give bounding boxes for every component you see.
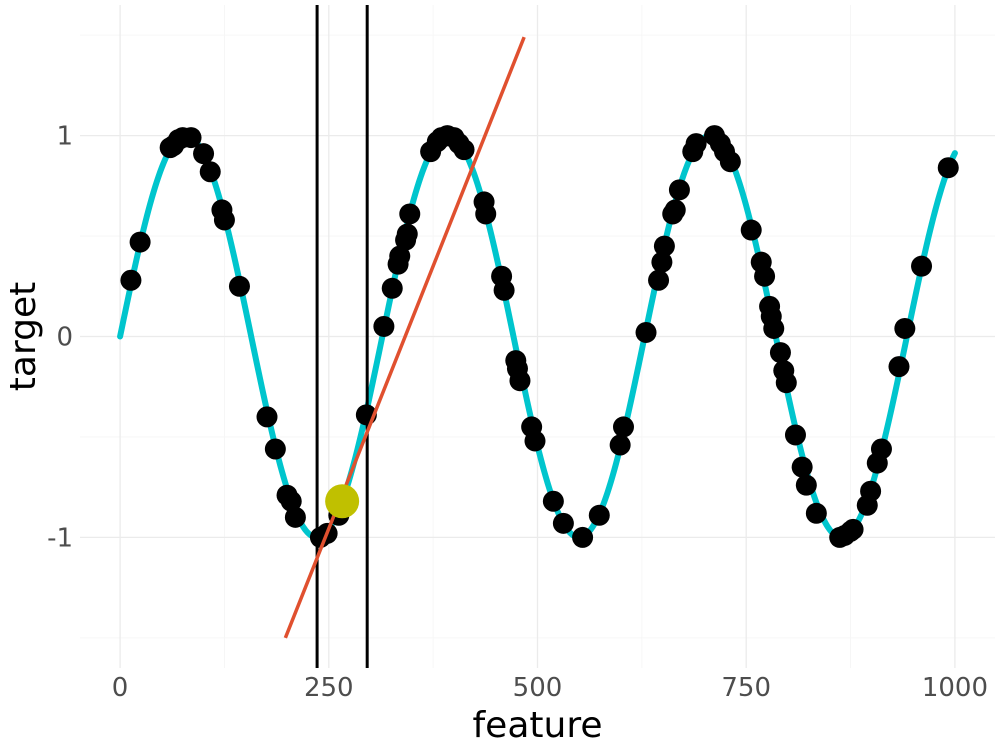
data-point	[373, 315, 395, 337]
data-point	[860, 480, 882, 502]
data-point	[284, 506, 306, 528]
data-point	[612, 416, 634, 438]
x-tick-label: 750	[721, 673, 771, 703]
data-point	[193, 143, 215, 165]
tangent-line	[283, 36, 526, 639]
data-point	[280, 490, 302, 512]
x-tick-label: 500	[513, 673, 563, 703]
data-point	[475, 203, 497, 225]
x-tick-label: 250	[304, 673, 354, 703]
data-point	[199, 161, 221, 183]
data-point	[509, 370, 531, 392]
data-point	[609, 434, 631, 456]
data-point	[894, 317, 916, 339]
data-point	[795, 474, 817, 496]
data-point	[763, 317, 785, 339]
x-tick-label: 0	[112, 673, 129, 703]
data-point	[453, 139, 475, 161]
data-point	[685, 133, 707, 155]
data-point	[635, 321, 657, 343]
data-point	[129, 231, 151, 253]
data-point	[648, 269, 670, 291]
data-point	[493, 279, 515, 301]
data-point	[180, 127, 202, 149]
data-point	[870, 438, 892, 460]
highlight-point	[325, 484, 360, 519]
highlight-layer	[325, 484, 360, 519]
data-point	[228, 275, 250, 297]
data-point	[524, 430, 546, 452]
tick-labels: 0 250 500 750 1000 -1 0 1	[47, 122, 988, 703]
data-point	[911, 255, 933, 277]
data-point	[264, 438, 286, 460]
data-point	[381, 277, 403, 299]
data-point	[389, 245, 411, 267]
data-point	[842, 518, 864, 540]
grid	[80, 5, 995, 668]
data-point	[588, 504, 610, 526]
tangent-line-layer	[283, 36, 526, 639]
x-axis-title: feature	[473, 705, 603, 746]
data-point	[775, 372, 797, 394]
data-point	[784, 424, 806, 446]
y-tick-label: 1	[56, 122, 73, 152]
data-point	[653, 235, 675, 257]
y-axis-title: target	[3, 282, 44, 391]
data-point	[668, 179, 690, 201]
data-point	[213, 209, 235, 231]
data-point	[740, 219, 762, 241]
data-point	[664, 199, 686, 221]
data-point	[396, 223, 418, 245]
data-point	[572, 526, 594, 548]
data-point	[791, 456, 813, 478]
y-tick-label: -1	[47, 523, 73, 553]
data-point	[399, 203, 421, 225]
data-point	[769, 342, 791, 364]
data-point	[937, 157, 959, 179]
data-point	[754, 265, 776, 287]
data-point	[719, 151, 741, 173]
data-point	[552, 512, 574, 534]
data-point	[805, 502, 827, 524]
data-point	[120, 269, 142, 291]
x-tick-label: 1000	[922, 673, 988, 703]
data-point	[256, 406, 278, 428]
data-point	[542, 490, 564, 512]
data-points	[120, 125, 959, 548]
data-point	[888, 356, 910, 378]
data-point	[651, 251, 673, 273]
y-tick-label: 0	[56, 323, 73, 353]
